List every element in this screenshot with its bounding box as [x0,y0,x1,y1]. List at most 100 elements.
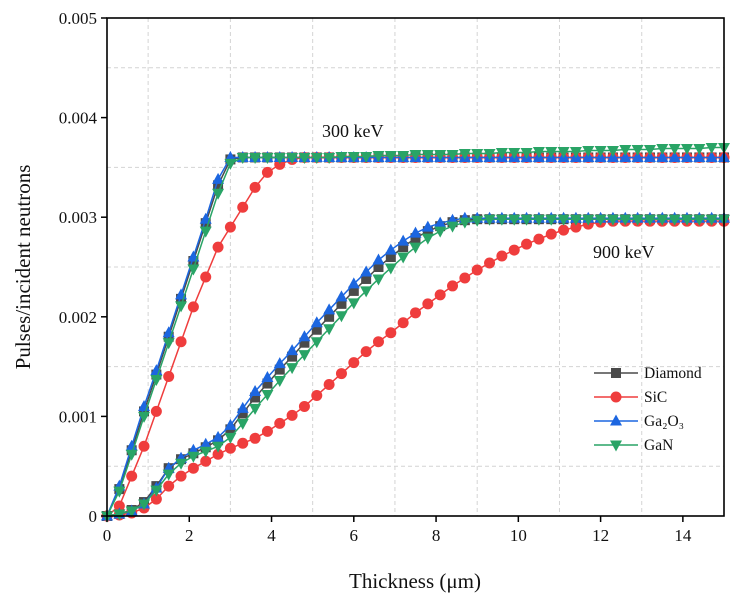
legend-item-gao: Ga₂O₃ [594,413,684,430]
series-line-diamond [106,218,724,517]
data-point-diamond [348,285,359,296]
legend: Diamond SiC Ga₂O₃ GaN [594,365,702,454]
series-gan [101,142,730,523]
data-point-diamond [250,392,261,403]
annotation-300kev: 300 keV [322,121,384,141]
data-point-gan [532,214,545,226]
data-point-gan [446,149,459,161]
y-tick-label: 0.005 [59,9,97,28]
x-tick-label: 6 [350,526,359,545]
data-point-sic [447,280,459,292]
annotation-900kev: 900 keV [593,242,655,262]
data-point-gan [680,143,693,155]
data-point-gao [409,226,422,238]
data-point-gan [212,441,225,453]
data-point-sic [298,400,310,412]
data-point-sic [249,432,261,444]
data-point-gan [693,214,706,226]
data-point-gan [162,338,175,350]
data-point-gan [236,418,249,430]
data-point-sic [200,271,212,283]
data-point-sic [422,298,434,310]
data-point-sic [237,437,249,449]
data-point-gan [175,301,188,313]
data-point-sic [175,470,187,482]
data-point-gan [643,144,656,156]
data-point-gan [557,214,570,226]
data-point-gan [113,509,126,521]
data-point-sic [138,440,150,452]
data-point-gan [409,149,422,161]
data-point-gao [372,253,385,265]
data-point-diamond [398,242,409,253]
grid [107,18,724,516]
legend-label: Ga₂O₃ [644,413,684,430]
data-point-sic [224,442,236,454]
data-point-gao [298,330,311,342]
data-point-sic [237,201,249,213]
data-point-gan [372,150,385,162]
data-point-gan [224,432,237,444]
data-point-gan [397,150,410,162]
data-point-gan [656,214,669,226]
data-point-diamond [287,351,298,362]
data-point-gan [434,226,447,238]
data-point-diamond [299,337,310,348]
legend-marker-diamond [611,368,621,378]
data-point-gan [273,376,286,388]
legend-marker-gan [610,440,622,452]
data-point-gan [261,152,274,164]
data-point-gan [483,148,496,160]
data-point-gan [532,146,545,158]
data-point-gan [138,499,151,511]
data-point-gan [150,485,163,497]
data-point-gan [458,217,471,229]
data-point-gao [224,418,237,430]
data-point-gan [483,214,496,226]
data-point-sic [496,250,508,262]
data-point-sic [175,336,187,348]
legend-label: SiC [644,389,667,406]
data-point-gan [495,214,508,226]
data-point-gan [113,486,126,498]
data-point-sic [224,221,236,233]
data-point-sic [459,272,471,284]
data-point-gan [286,363,299,375]
data-point-gan [212,188,225,200]
data-point-sic [558,224,570,236]
legend-marker-gao [610,414,622,426]
data-point-sic [187,301,199,313]
data-point-sic [545,228,557,240]
data-point-sic [508,244,520,256]
data-point-gan [286,152,299,164]
data-point-gan [224,158,237,170]
data-point-diamond [262,378,273,389]
data-point-sic [410,307,421,319]
data-point-gan [298,152,311,164]
data-point-diamond [237,408,248,419]
data-point-sic [113,500,125,512]
series-layer [101,142,730,523]
data-point-gao [656,150,669,162]
series-line-gan [106,146,724,517]
data-point-gao [619,150,632,162]
data-point-gao [236,401,249,413]
data-point-gan [347,298,360,310]
data-point-gao [125,439,138,451]
data-point-gan [557,146,570,158]
data-point-gao [286,344,299,356]
data-point-diamond [139,406,150,417]
data-point-gao [421,220,434,232]
data-point-diamond [336,298,347,309]
data-point-gan [397,252,410,264]
data-point-gan [668,143,681,155]
data-point-gan [606,145,619,157]
y-tick-label: 0 [89,507,98,526]
data-point-gan [594,145,607,157]
data-point-gan [298,350,311,362]
data-point-sic [200,455,212,467]
data-point-sic [372,336,384,348]
data-point-diamond [324,311,335,322]
data-point-sic [150,493,162,505]
